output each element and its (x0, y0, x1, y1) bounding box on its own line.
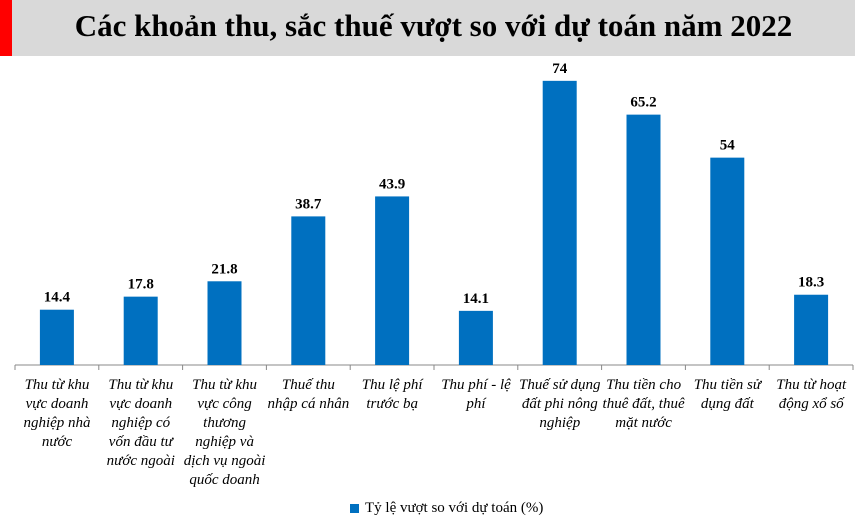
bar (458, 310, 493, 365)
data-label: 17.8 (128, 277, 154, 293)
accent-strip (0, 0, 12, 56)
bar (123, 296, 158, 365)
bar (794, 294, 829, 365)
x-tick-label: Thu phí - lệ phí (441, 377, 511, 412)
data-label: 54 (720, 138, 736, 154)
x-tick-label: Thuế thu nhập cá nhân (267, 377, 350, 412)
legend: Tỷ lệ vượt so với dự toán (%) (350, 500, 543, 517)
bar (710, 157, 745, 365)
bar (626, 114, 661, 365)
bar (542, 80, 577, 365)
bar (207, 281, 242, 365)
legend-swatch (350, 504, 359, 513)
data-label: 18.3 (798, 275, 824, 291)
data-label: 43.9 (379, 176, 405, 192)
x-tick-label: Thu lệ phí trước bạ (361, 377, 423, 412)
legend-label: Tỷ lệ vượt so với dự toán (%) (365, 500, 544, 516)
data-label: 14.4 (44, 290, 71, 306)
data-label: 74 (552, 61, 568, 77)
x-tick-label: Thu từ khu vực doanh nghiệp có vốn đầu t… (106, 377, 175, 469)
bar (39, 309, 74, 365)
x-tick-label: Thu từ khu vực doanh nghiệp nhà nước (23, 377, 91, 450)
data-label: 65.2 (630, 95, 656, 111)
data-label: 38.7 (295, 196, 322, 212)
x-tick-label: Thu từ hoạt động xổ số (776, 377, 847, 412)
data-label: 21.8 (211, 261, 237, 277)
chart-title: Các khoản thu, sắc thuế vượt so với dự t… (74, 8, 793, 43)
data-label: 14.1 (463, 291, 489, 307)
title-bar (0, 0, 855, 56)
x-tick-label: Thu tiền cho thuê đất, thuê mặt nước (602, 377, 685, 431)
bar (291, 216, 326, 365)
bar (375, 196, 410, 365)
x-tick-label: Thu từ khu vực công thương nghiệp và dịc… (183, 377, 266, 488)
x-tick-label: Thuế sử dụng đất phi nông nghiệp (519, 377, 601, 431)
x-tick-label: Thu tiền sử dụng đất (693, 377, 762, 412)
